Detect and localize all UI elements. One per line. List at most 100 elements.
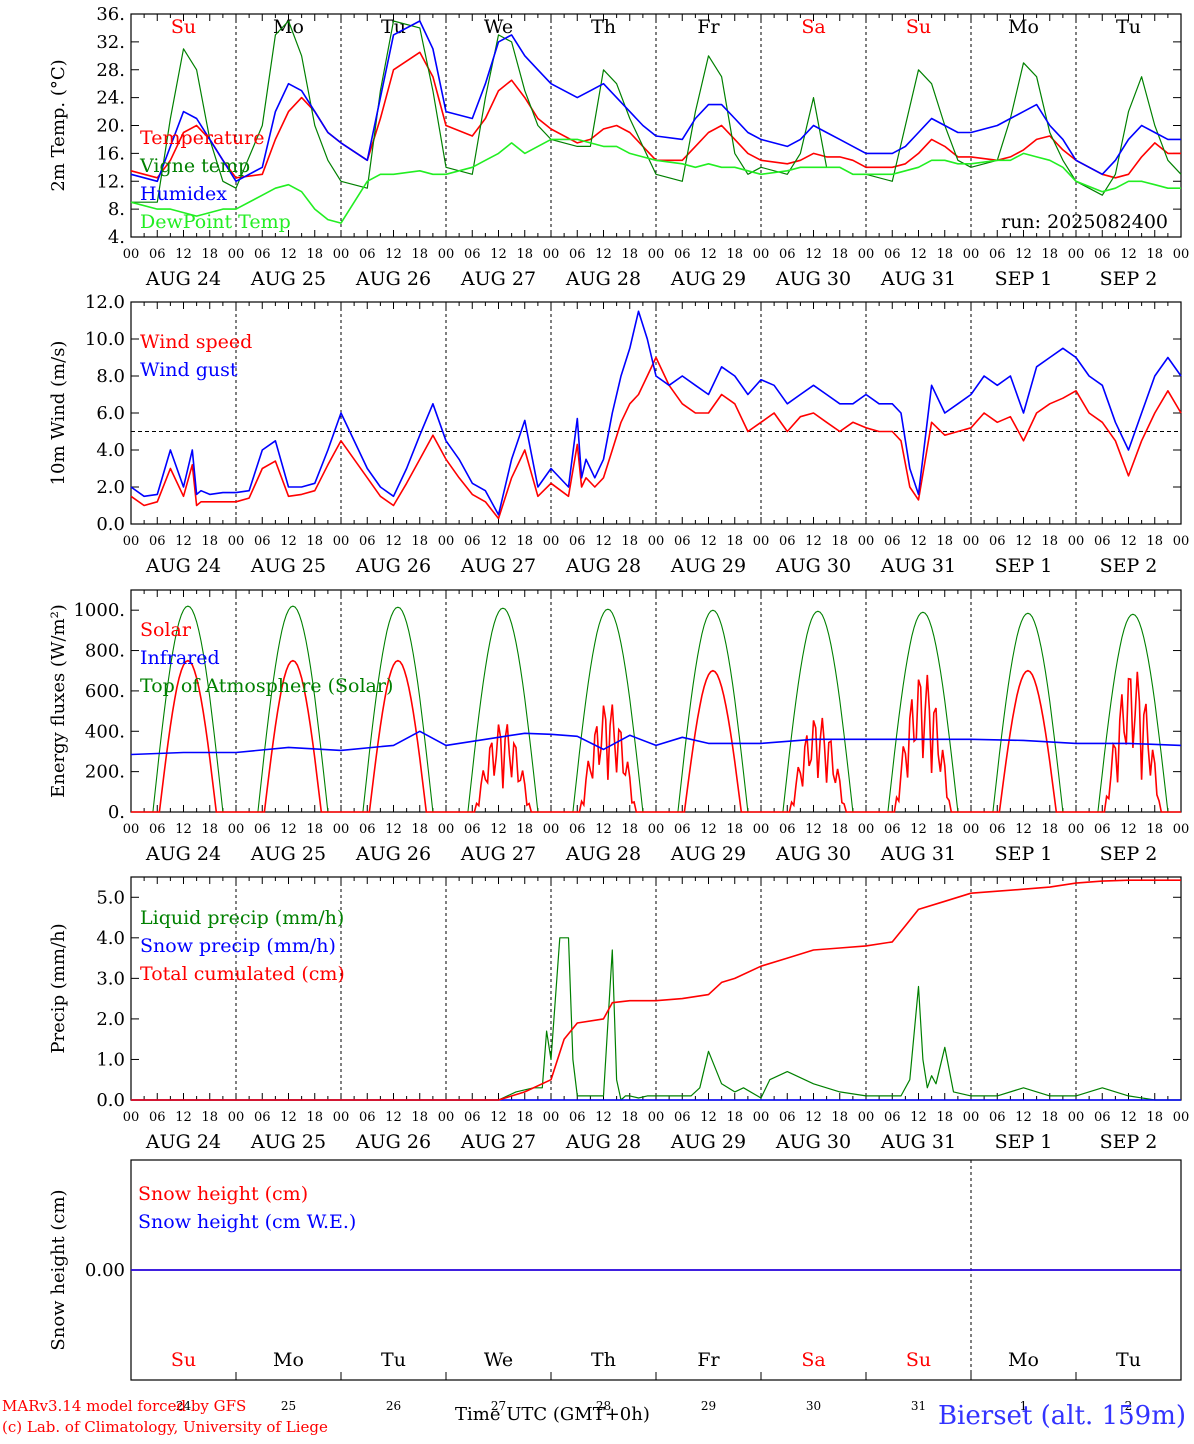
hour-tick-label: 06 [779,247,796,262]
day-number-label: 26 [386,1399,401,1413]
hour-tick-label: 18 [411,247,428,262]
hour-tick-label: 12 [1120,247,1137,262]
hour-tick-label: 00 [1173,247,1190,262]
hour-tick-label: 18 [411,822,428,837]
hour-tick-label: 06 [674,822,691,837]
day-number-label: 24 [176,1399,192,1413]
day-name-label: We [484,16,513,38]
hour-tick-label: 00 [543,247,560,262]
y-tick-label: 0.0 [96,1090,125,1111]
series-line-infrared [130,730,1182,756]
date-label: AUG 25 [250,268,326,290]
hour-tick-label: 06 [1094,247,1111,262]
date-label: AUG 28 [565,268,641,290]
day-name-label: Mo [1008,1349,1039,1371]
y-tick-label: 800. [85,641,125,662]
date-label: SEP 1 [995,1131,1053,1153]
y-tick-label: 600. [85,681,125,702]
y-tick-label: 10.0 [85,329,125,350]
hour-tick-label: 12 [910,1110,927,1125]
hour-tick-label: 12 [175,822,192,837]
hour-tick-label: 06 [989,534,1006,549]
hour-tick-label: 18 [621,822,638,837]
hour-tick-label: 12 [595,247,612,262]
hour-tick-label: 12 [385,247,402,262]
y-tick-label: 36. [96,4,125,25]
hour-tick-label: 06 [464,534,481,549]
y-axis-title: Energy fluxes (W/m²) [48,604,69,798]
y-axis-title: 2m Temp. (°C) [48,59,69,191]
hour-tick-label: 06 [779,1110,796,1125]
date-label: AUG 30 [775,1131,851,1153]
day-number-label: 27 [491,1399,506,1413]
hour-tick-label: 00 [858,822,875,837]
date-label: AUG 26 [355,268,431,290]
hour-tick-label: 18 [936,1110,953,1125]
y-tick-label: 0.0 [96,514,125,535]
hour-tick-label: 06 [149,822,166,837]
legend-entry: Solar [140,619,192,641]
hour-tick-label: 06 [884,534,901,549]
date-label: AUG 24 [145,555,221,577]
x-axis-title: Time UTC (GMT+0h) [455,1404,650,1425]
legend-entry: Total cumulated (cm) [140,963,345,985]
hour-tick-label: 18 [936,247,953,262]
y-tick-label: 5.0 [96,887,125,908]
legend-entry: Snow height (cm) [138,1183,308,1205]
hour-tick-label: 18 [306,534,323,549]
series-line-temperature [130,51,1181,179]
y-tick-label: 4. [108,227,125,248]
hour-tick-label: 18 [516,1110,533,1125]
hour-tick-label: 00 [1068,534,1085,549]
hour-tick-label: 18 [201,534,218,549]
hour-tick-label: 18 [516,822,533,837]
y-tick-label: 2.0 [96,1009,125,1030]
series-line-dewpoint-temp [130,138,1181,224]
hour-tick-label: 00 [753,534,770,549]
hour-tick-label: 12 [700,822,717,837]
day-name-label: Fr [697,1349,720,1371]
hour-tick-label: 00 [648,247,665,262]
hour-tick-label: 00 [1068,247,1085,262]
date-label: AUG 25 [250,555,326,577]
hour-tick-label: 12 [280,822,297,837]
hour-tick-label: 12 [910,247,927,262]
day-name-label: Mo [273,16,304,38]
hour-tick-label: 18 [516,534,533,549]
hour-tick-label: 00 [333,822,350,837]
hour-tick-label: 06 [1094,1110,1111,1125]
date-label: AUG 27 [460,1131,536,1153]
hour-tick-label: 06 [1094,822,1111,837]
hour-tick-label: 00 [438,822,455,837]
hour-tick-label: 00 [1068,822,1085,837]
hour-tick-label: 18 [621,1110,638,1125]
hour-tick-label: 18 [621,247,638,262]
hour-tick-label: 18 [516,247,533,262]
date-label: SEP 2 [1100,268,1158,290]
hour-tick-label: 00 [858,247,875,262]
date-label: AUG 30 [775,268,851,290]
hour-tick-label: 12 [175,247,192,262]
date-label: AUG 27 [460,555,536,577]
hour-tick-label: 12 [1015,534,1032,549]
hour-tick-label: 12 [805,1110,822,1125]
hour-tick-label: 06 [149,1110,166,1125]
hour-tick-label: 06 [569,534,586,549]
hour-tick-label: 12 [1015,822,1032,837]
hour-tick-label: 18 [201,247,218,262]
hour-tick-label: 06 [359,247,376,262]
hour-tick-label: 06 [884,822,901,837]
hour-tick-label: 00 [1068,1110,1085,1125]
legend-entry: DewPoint Temp [140,211,291,233]
hour-tick-label: 00 [648,822,665,837]
hour-tick-label: 06 [254,822,271,837]
legend-entry: Wind speed [140,331,252,353]
hour-tick-label: 18 [726,822,743,837]
day-name-label: Tu [1116,1349,1141,1371]
hour-tick-label: 06 [989,1110,1006,1125]
hour-tick-label: 06 [674,534,691,549]
hour-tick-label: 12 [1015,1110,1032,1125]
day-name-label: Su [171,1349,196,1371]
hour-tick-label: 06 [254,534,271,549]
